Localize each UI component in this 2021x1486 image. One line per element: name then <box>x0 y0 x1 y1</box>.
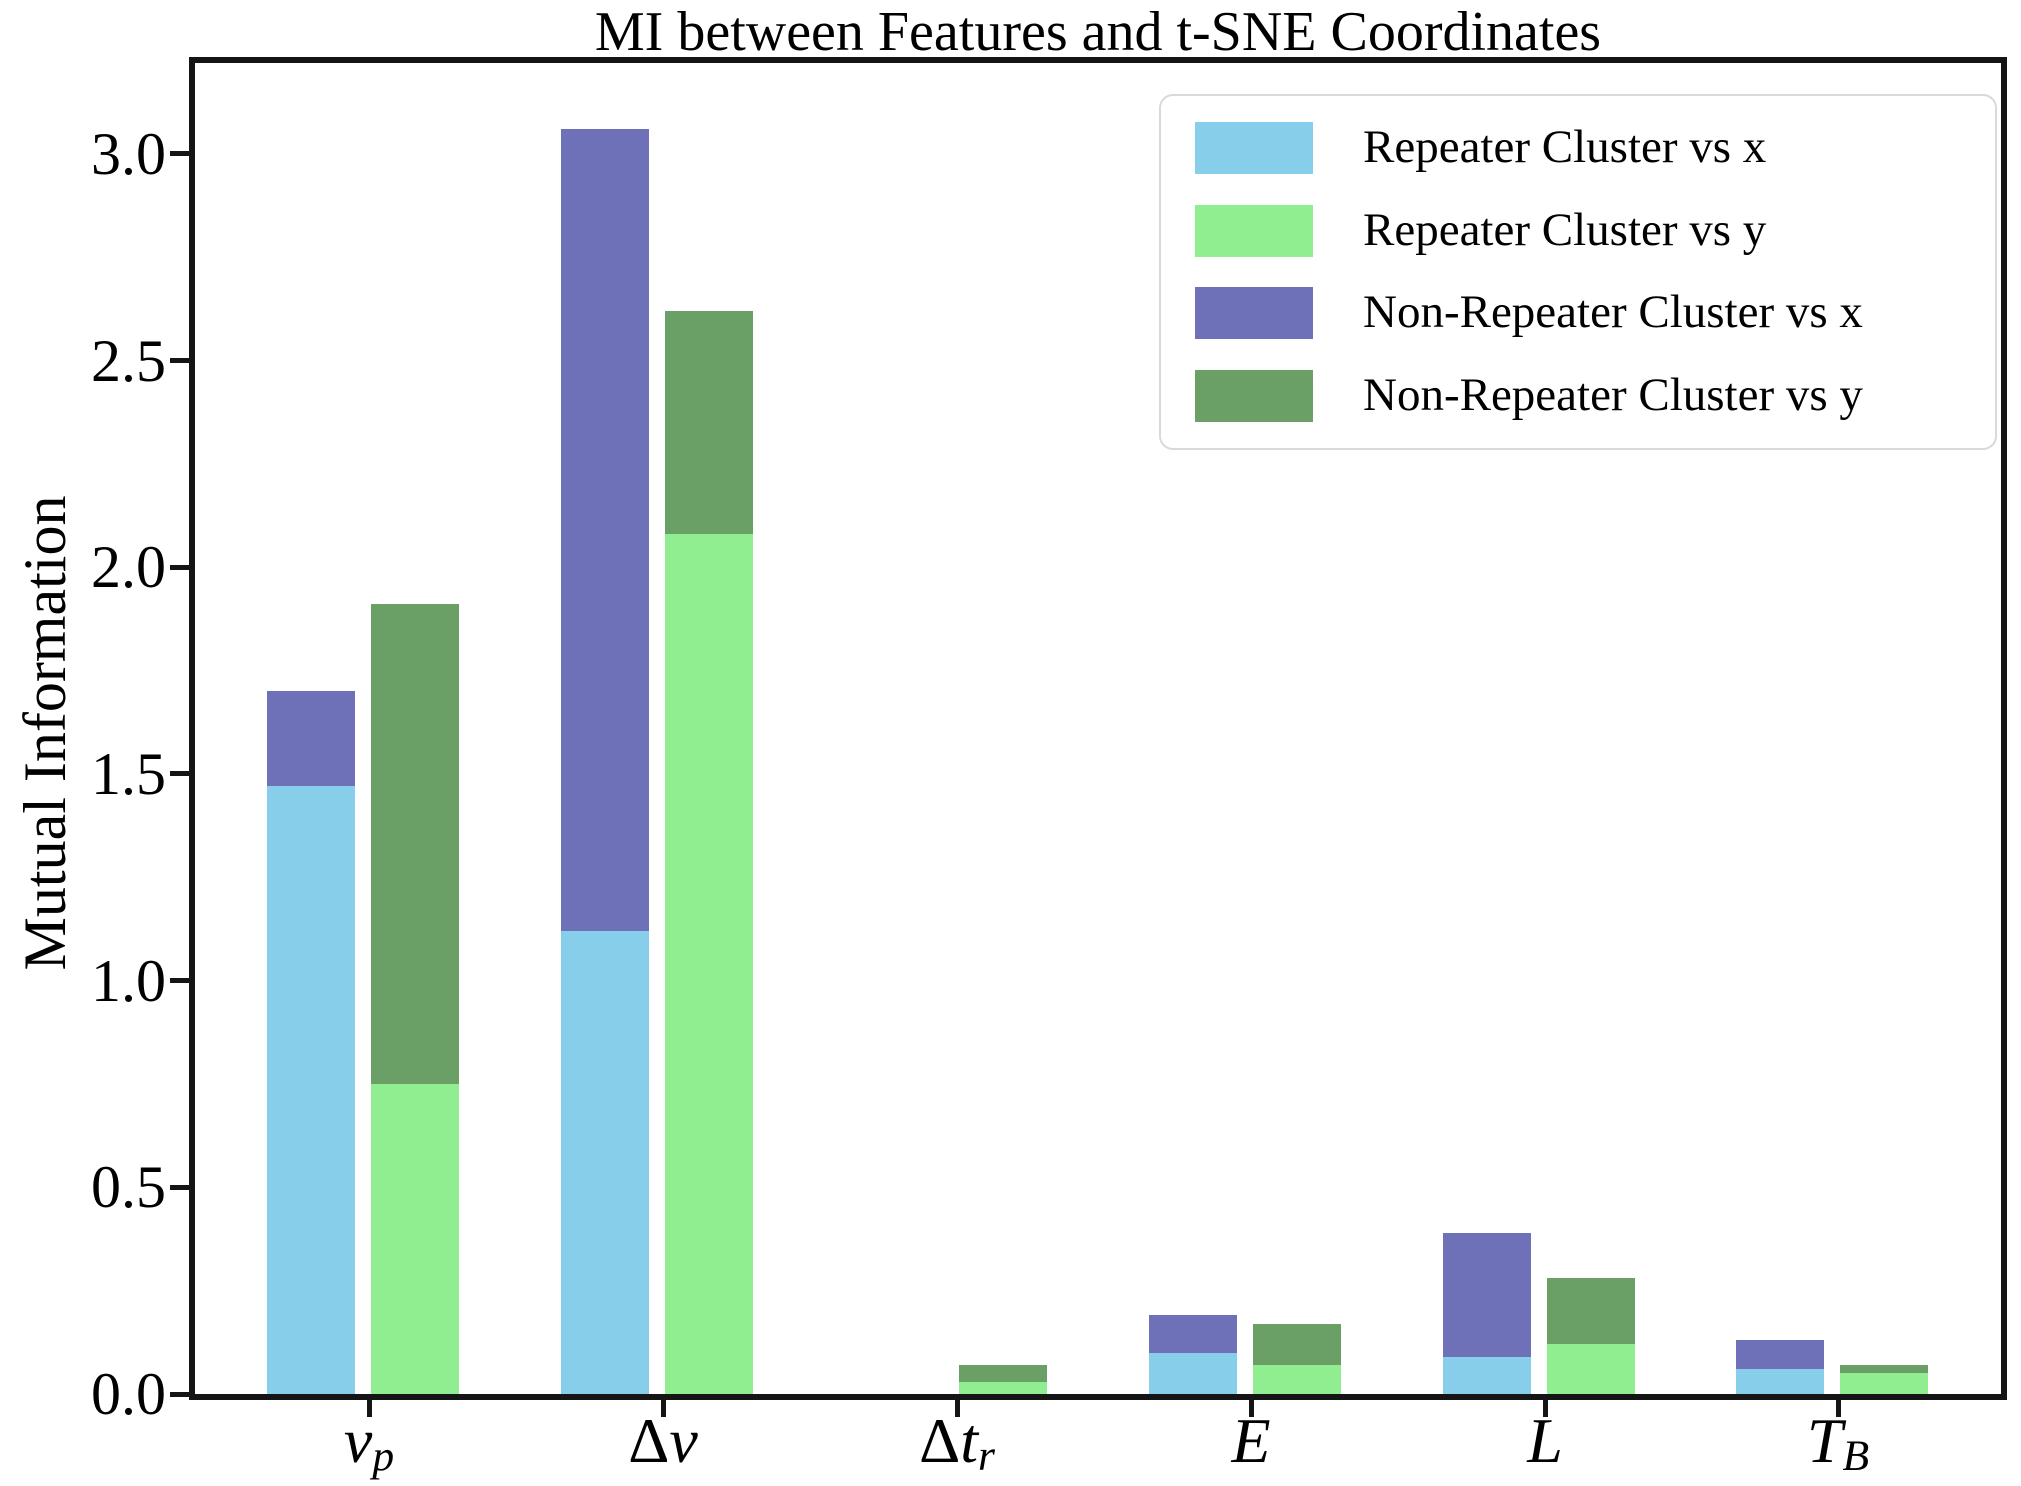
bar-Δt_r-repeater-cluster-vs-y <box>959 1382 1047 1394</box>
legend-swatch-icon <box>1195 287 1313 340</box>
x-tick-mark <box>660 1398 666 1417</box>
legend-swatch-icon <box>1195 122 1313 174</box>
y-tick-mark <box>170 564 189 570</box>
x-tick-mark <box>366 1398 372 1417</box>
bar-ν_p-repeater-cluster-vs-x <box>267 786 355 1394</box>
bar-E-repeater-cluster-vs-y <box>1253 1365 1341 1394</box>
bar-L-repeater-cluster-vs-x <box>1443 1357 1531 1394</box>
legend-swatch-icon <box>1195 369 1313 422</box>
chart-title: MI between Features and t-SNE Coordinate… <box>594 1 1602 63</box>
y-tick-mark <box>170 978 189 984</box>
legend-item: Non-Repeater Cluster vs x <box>1195 286 1961 340</box>
bar-Δν-repeater-cluster-vs-x <box>561 931 649 1394</box>
bar-E-repeater-cluster-vs-x <box>1149 1353 1237 1394</box>
legend-swatch-icon <box>1195 204 1313 257</box>
x-tick-mark <box>1835 1398 1841 1417</box>
x-tick-label-Δν: Δν <box>628 1405 698 1476</box>
x-tick-label-Δt_r: Δtr <box>919 1405 995 1480</box>
legend-label: Non-Repeater Cluster vs y <box>1363 369 1863 422</box>
legend: Repeater Cluster vs x Repeater Cluster vs… <box>1159 94 1997 450</box>
x-tick-mark <box>1248 1398 1254 1417</box>
legend-item: Non-Repeater Cluster vs y <box>1195 369 1961 422</box>
bar-T_B-repeater-cluster-vs-x <box>1736 1369 1824 1394</box>
y-tick-mark <box>170 151 189 157</box>
y-tick-mark <box>170 1391 189 1397</box>
y-tick-mark <box>170 771 189 777</box>
x-tick-label-L: L <box>1527 1405 1563 1476</box>
bar-L-repeater-cluster-vs-y <box>1547 1344 1635 1394</box>
bar-Δν-repeater-cluster-vs-y <box>665 534 753 1394</box>
x-tick-mark <box>954 1398 960 1417</box>
y-tick-label: 2.5 <box>91 327 166 394</box>
legend-item: Repeater Cluster vs y <box>1195 203 1961 257</box>
legend-item: Repeater Cluster vs x <box>1195 121 1961 174</box>
y-tick-label: 1.0 <box>91 947 166 1014</box>
y-tick-mark <box>170 1184 189 1190</box>
y-tick-label: 2.0 <box>91 534 166 601</box>
x-tick-label-E: E <box>1231 1405 1271 1476</box>
y-tick-mark <box>170 358 189 363</box>
legend-label: Repeater Cluster vs x <box>1363 121 1767 174</box>
y-tick-label: 0.0 <box>91 1361 166 1427</box>
y-tick-label: 0.5 <box>91 1154 166 1221</box>
bar-ν_p-repeater-cluster-vs-y <box>371 1084 459 1394</box>
y-tick-label: 1.5 <box>91 740 166 807</box>
legend-label: Repeater Cluster vs y <box>1363 203 1767 256</box>
legend-label: Non-Repeater Cluster vs x <box>1363 286 1863 339</box>
y-tick-label: 3.0 <box>91 120 166 187</box>
bar-T_B-repeater-cluster-vs-y <box>1840 1373 1928 1394</box>
x-tick-label-T_B: TB <box>1806 1405 1870 1480</box>
x-tick-mark <box>1542 1398 1548 1417</box>
x-tick-label-ν_p: νp <box>343 1405 395 1480</box>
